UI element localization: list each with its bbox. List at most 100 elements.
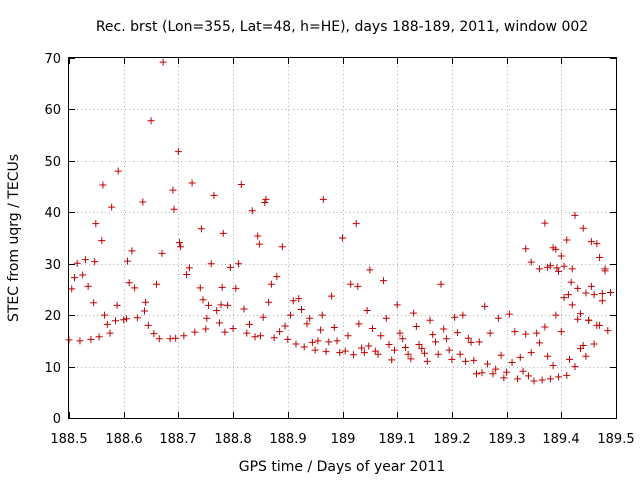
data-point	[76, 337, 84, 345]
data-point	[360, 349, 368, 357]
data-point	[508, 358, 516, 366]
data-point	[91, 258, 99, 266]
data-point	[339, 234, 346, 242]
data-point	[261, 199, 269, 207]
chart-title: Rec. brst (Lon=355, Lat=48, h=HE), days …	[96, 19, 588, 35]
data-point	[319, 195, 327, 203]
data-point	[355, 320, 363, 328]
data-point	[535, 265, 543, 273]
data-point	[196, 284, 204, 292]
y-axis-ticks: 0 10 20 30 40 50 60 70	[44, 52, 616, 427]
data-point	[103, 320, 111, 328]
data-point	[300, 343, 308, 351]
data-point	[568, 301, 576, 309]
data-point	[166, 335, 174, 343]
data-point	[224, 301, 232, 309]
y-tick-label: 30	[44, 258, 61, 273]
data-point	[415, 340, 423, 348]
data-point	[552, 245, 560, 253]
data-point	[459, 311, 467, 319]
data-point	[560, 262, 568, 270]
data-point	[552, 311, 560, 319]
data-point	[587, 238, 595, 246]
y-axis-title: STEC from uqrg / TECUs	[6, 154, 22, 322]
data-point	[538, 376, 546, 384]
data-point	[541, 219, 549, 227]
data-point	[533, 329, 541, 337]
data-point	[399, 335, 407, 343]
data-point	[568, 265, 576, 273]
data-point	[281, 322, 289, 330]
data-point	[571, 211, 579, 219]
x-tick-label: 189.1	[378, 432, 415, 447]
data-point	[553, 264, 561, 272]
data-point	[289, 297, 297, 305]
data-point	[213, 307, 221, 315]
data-point	[235, 260, 243, 268]
data-point	[478, 369, 486, 377]
data-point	[530, 377, 538, 385]
x-tick-label: 189	[331, 432, 356, 447]
data-point	[475, 338, 483, 346]
data-point	[445, 346, 453, 354]
data-point	[336, 349, 344, 357]
data-point	[140, 307, 148, 315]
data-point	[221, 328, 229, 336]
data-point	[276, 328, 284, 336]
data-point	[453, 329, 461, 337]
data-point	[101, 311, 109, 319]
data-point	[576, 310, 584, 318]
data-point	[254, 232, 262, 240]
data-point	[177, 243, 185, 251]
data-point	[185, 264, 193, 272]
data-point	[317, 326, 325, 334]
x-tick-label: 189.5	[597, 432, 634, 447]
data-point	[522, 245, 530, 253]
data-point	[188, 179, 196, 187]
data-point	[262, 195, 270, 203]
data-point	[210, 191, 218, 199]
data-point	[380, 277, 388, 285]
data-point	[142, 298, 150, 306]
data-point	[374, 350, 382, 358]
data-point	[385, 340, 393, 348]
data-point	[462, 357, 470, 365]
data-point	[598, 297, 606, 305]
data-point	[511, 328, 519, 336]
data-point	[464, 334, 472, 342]
data-point	[388, 356, 396, 364]
data-point	[369, 325, 377, 333]
data-point	[429, 331, 437, 339]
data-point	[557, 252, 565, 260]
data-point	[535, 339, 543, 347]
data-point	[564, 291, 572, 299]
data-point	[347, 280, 355, 288]
data-point	[199, 296, 207, 304]
data-point	[560, 294, 568, 302]
data-point	[98, 237, 106, 245]
data-point	[172, 334, 180, 342]
data-point	[169, 186, 177, 194]
data-point	[412, 322, 420, 330]
data-point	[153, 280, 161, 288]
data-point	[382, 314, 390, 322]
data-point	[114, 167, 122, 175]
data-point	[70, 274, 78, 282]
data-point	[322, 348, 330, 356]
data-point	[497, 351, 505, 359]
data-point	[451, 313, 459, 321]
data-point	[229, 325, 237, 333]
data-point	[604, 327, 612, 335]
data-point	[418, 345, 426, 353]
data-point	[226, 263, 234, 271]
data-point	[270, 334, 278, 342]
data-point	[128, 247, 136, 255]
data-point	[330, 323, 338, 331]
data-point	[492, 365, 500, 373]
plot-frame	[68, 57, 617, 419]
data-point	[284, 335, 292, 343]
data-point	[267, 280, 275, 288]
data-point	[111, 317, 119, 325]
x-tick-label: 188.9	[269, 432, 306, 447]
data-point	[197, 225, 205, 233]
